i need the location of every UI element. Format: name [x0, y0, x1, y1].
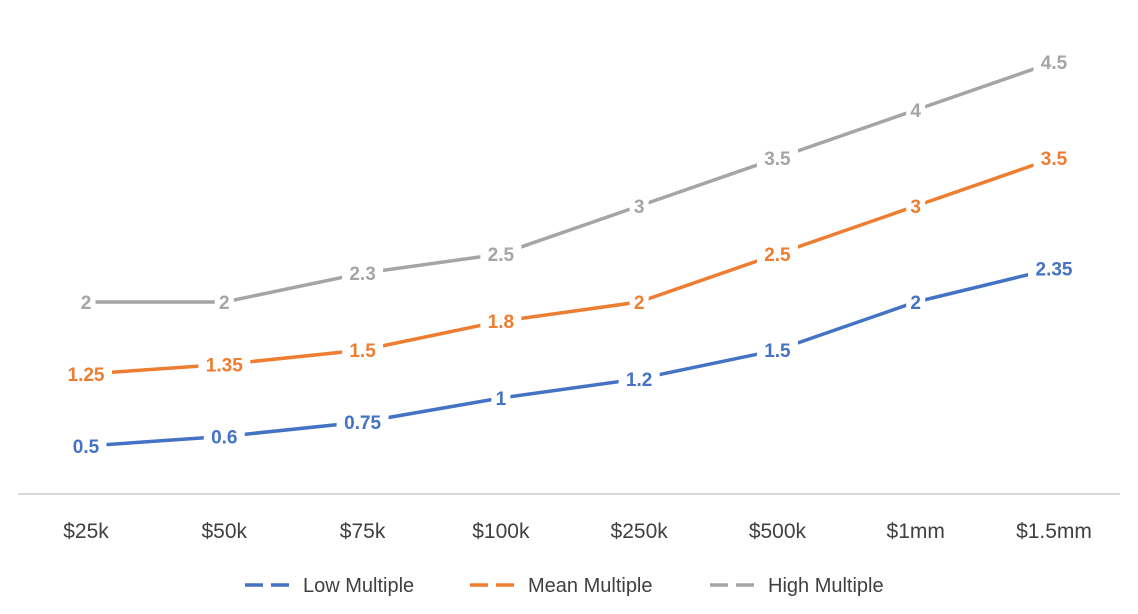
data-label-bg — [198, 351, 251, 378]
data-label: 2.5 — [488, 245, 515, 266]
x-tick-label: $500k — [749, 520, 807, 543]
data-label: 4.5 — [1041, 53, 1068, 74]
x-tick-label: $1.5mm — [1016, 520, 1092, 543]
data-label: 2.3 — [349, 264, 375, 285]
data-label: 2.35 — [1036, 259, 1073, 280]
data-label-bg — [629, 289, 649, 315]
x-tick-label: $250k — [611, 520, 669, 543]
data-label-bg — [906, 193, 926, 219]
data-label-bg — [342, 260, 384, 287]
x-tick-label: $1mm — [887, 520, 945, 543]
data-label: 3.5 — [764, 149, 791, 170]
data-label-bg — [906, 97, 926, 123]
legend-label: High Multiple — [768, 575, 884, 597]
data-label-bg — [342, 337, 384, 363]
data-label-bg — [1028, 255, 1080, 282]
data-labels: 0.5 0.6 0.75 1 1.2 1.5 2 2.35 1.25 1.35 1.5 1.8 2 2.5… — [60, 49, 1080, 459]
data-label-bg — [214, 289, 234, 315]
data-label-bg — [1033, 49, 1075, 75]
data-label: 4 — [910, 101, 921, 122]
x-tick-label: $75k — [340, 520, 386, 543]
data-label-bg — [65, 433, 107, 459]
data-label: 1.8 — [488, 312, 514, 333]
data-label-bg — [76, 289, 96, 315]
series-line-1 — [85, 266, 1055, 448]
data-label: 2 — [81, 293, 92, 314]
data-label: 0.6 — [211, 427, 237, 448]
x-tick-label: $100k — [472, 520, 530, 543]
data-label: 1 — [496, 389, 507, 410]
series-line-3 — [86, 60, 1055, 304]
data-label: 2.5 — [764, 245, 791, 266]
series-line-2 — [85, 156, 1055, 376]
data-label: 1.35 — [206, 355, 243, 376]
data-label-bg — [906, 289, 926, 315]
data-label: 1.25 — [68, 365, 105, 386]
data-label-bg — [491, 385, 511, 411]
data-label-bg — [203, 423, 245, 450]
data-label: 1.5 — [764, 341, 791, 362]
data-label: 0.75 — [344, 413, 381, 434]
data-label: 2 — [634, 293, 645, 314]
data-label-bg — [629, 193, 649, 219]
x-tick-label: $50k — [202, 520, 248, 543]
data-label-bg — [480, 241, 522, 267]
data-label: 1.5 — [349, 341, 376, 362]
data-label-bg — [756, 241, 798, 267]
data-label: 3 — [634, 197, 645, 218]
data-label: 3 — [910, 197, 921, 218]
data-label-bg — [756, 145, 798, 171]
data-label-bg — [60, 361, 112, 387]
data-label: 0.5 — [73, 437, 100, 458]
x-tick-label: $25k — [63, 520, 109, 543]
data-label: 2 — [910, 293, 921, 314]
data-label-bg — [480, 308, 522, 335]
data-label: 3.5 — [1041, 149, 1068, 170]
data-label-bg — [336, 409, 389, 435]
data-label-bg — [618, 365, 660, 392]
legend-label: Mean Multiple — [528, 575, 653, 597]
x-axis-tick-labels: $25k $50k $75k $100k $250k $500k $1mm $1.5mm — [63, 520, 1092, 543]
data-label: 1.2 — [626, 370, 652, 391]
data-label-bg — [756, 337, 798, 363]
data-label-bg — [1033, 145, 1075, 171]
legend-label: Low Multiple — [303, 575, 414, 597]
legend: Low Multiple Mean Multiple High Multiple — [245, 575, 884, 597]
data-label: 2 — [219, 293, 230, 314]
